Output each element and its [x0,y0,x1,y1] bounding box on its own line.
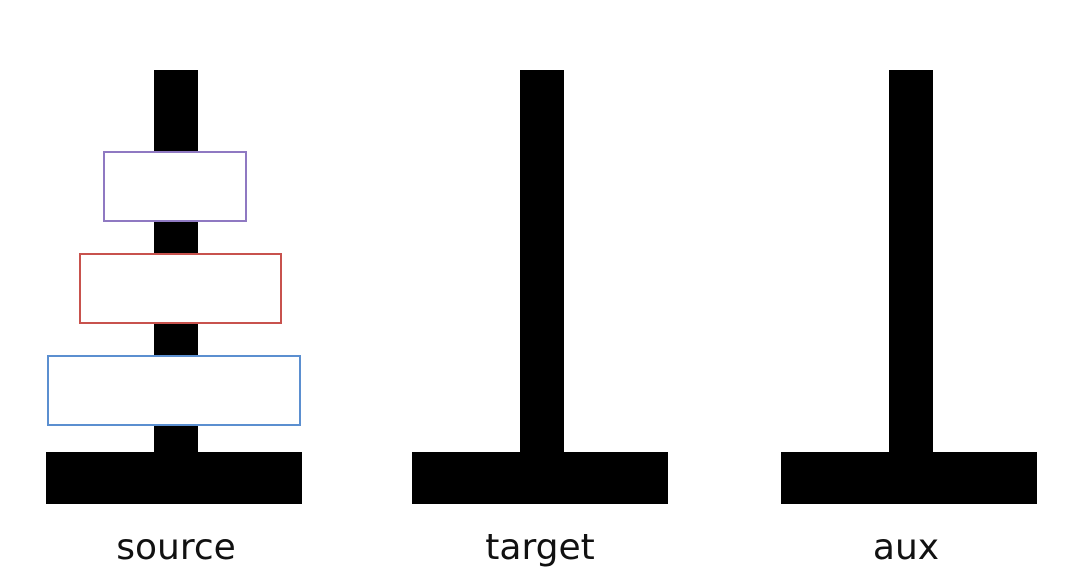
aux-base [781,452,1037,504]
source-base [46,452,302,504]
target-base [412,452,668,504]
aux-label: aux [872,527,940,568]
target-peg [520,70,564,460]
target-label: target [485,527,595,568]
aux-peg [889,70,933,460]
source-label: source [116,527,236,568]
source-disk-small [103,151,247,222]
tower-source: source [46,0,306,584]
tower-target: target [412,0,672,584]
source-disk-large [47,355,301,426]
source-disk-medium [79,253,282,324]
tower-aux: aux [781,0,1041,584]
